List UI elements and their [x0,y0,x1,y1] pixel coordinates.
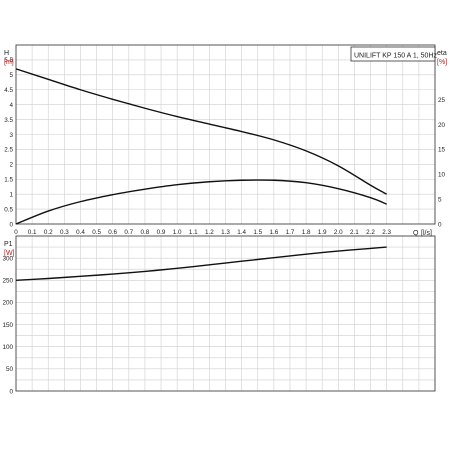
flow-tick-label: 2.3 [382,229,391,236]
eta-axis-unit: [%] [437,59,447,66]
flow-tick-label: 1.0 [173,229,182,236]
head-tick-label: 3 [9,132,13,139]
power-tick-label: 200 [2,300,13,307]
power-tick-label: 150 [2,322,13,329]
curve-layer [15,68,387,281]
eta-tick-label: 5 [438,196,442,203]
flow-axis-unit: [l/s] [421,230,432,237]
head-tick-label: 1.5 [4,177,13,184]
flow-tick-label: 2.0 [334,229,343,236]
head-efficiency-panel-frame [15,44,436,225]
head-tick-label: 1 [9,191,13,198]
eta-tick-label: 15 [438,147,446,154]
head-tick-label: 0.5 [4,206,13,213]
flow-tick-label: 1.6 [269,229,278,236]
flow-tick-label: 1.7 [286,229,295,236]
flow-tick-label: 0.5 [92,229,101,236]
flow-tick-label: 1.9 [318,229,327,236]
head-tick-label: 3.5 [4,117,13,124]
head-curve [15,68,387,195]
flow-tick-label: 0.1 [28,229,37,236]
flow-tick-label: 0.3 [60,229,69,236]
head-tick-label: 4 [9,102,13,109]
head-tick-label: 2 [9,162,13,169]
power-axis-unit: [W] [4,250,15,257]
head-tick-label: 4.5 [4,87,13,94]
efficiency-curve [15,179,387,225]
eta-axis-label: eta [437,50,447,57]
head-axis-label: H [4,50,9,57]
flow-tick-label: 1.3 [221,229,230,236]
flow-tick-label: 1.4 [237,229,246,236]
flow-tick-label: 0.9 [157,229,166,236]
head-tick-label: 5 [9,72,13,79]
flow-tick-label: 0.7 [124,229,133,236]
eta-tick-label: 25 [438,97,446,104]
head-tick-label: 5.5 [4,57,13,64]
head-tick-label: 0 [9,221,13,228]
head-axis-unit: [m] [4,59,14,66]
head-tick-label: 2.5 [4,147,13,154]
flow-tick-label: 0.8 [141,229,150,236]
power-tick-label: 50 [6,366,14,373]
power-curve [15,246,387,281]
flow-tick-label: 1.2 [205,229,214,236]
flow-tick-label: 1.5 [253,229,262,236]
frame-layer [15,44,436,392]
flow-tick-label: 1.8 [302,229,311,236]
flow-tick-label: 2.2 [366,229,375,236]
flow-tick-label: 0.4 [76,229,85,236]
power-tick-label: 0 [9,388,13,395]
chart-title: UNILIFT KP 150 A 1, 50Hz [354,53,438,60]
eta-tick-label: 20 [438,122,446,129]
flow-tick-label: 1.1 [189,229,198,236]
power-tick-label: 100 [2,344,13,351]
eta-tick-label: 0 [438,221,442,228]
power-tick-label: 250 [2,278,13,285]
flow-tick-label: 0.6 [108,229,117,236]
power-axis-label: P1 [4,241,13,248]
flow-tick-label: 0 [14,229,18,236]
grid-layer [15,44,436,392]
eta-tick-label: 10 [438,172,446,179]
flow-tick-label: 2.1 [350,229,359,236]
power-panel-frame [15,235,436,392]
power-tick-label: 300 [2,255,13,262]
chart-title-box [350,46,436,62]
flow-tick-label: 0.2 [44,229,53,236]
flow-axis-label: Q [413,230,419,237]
